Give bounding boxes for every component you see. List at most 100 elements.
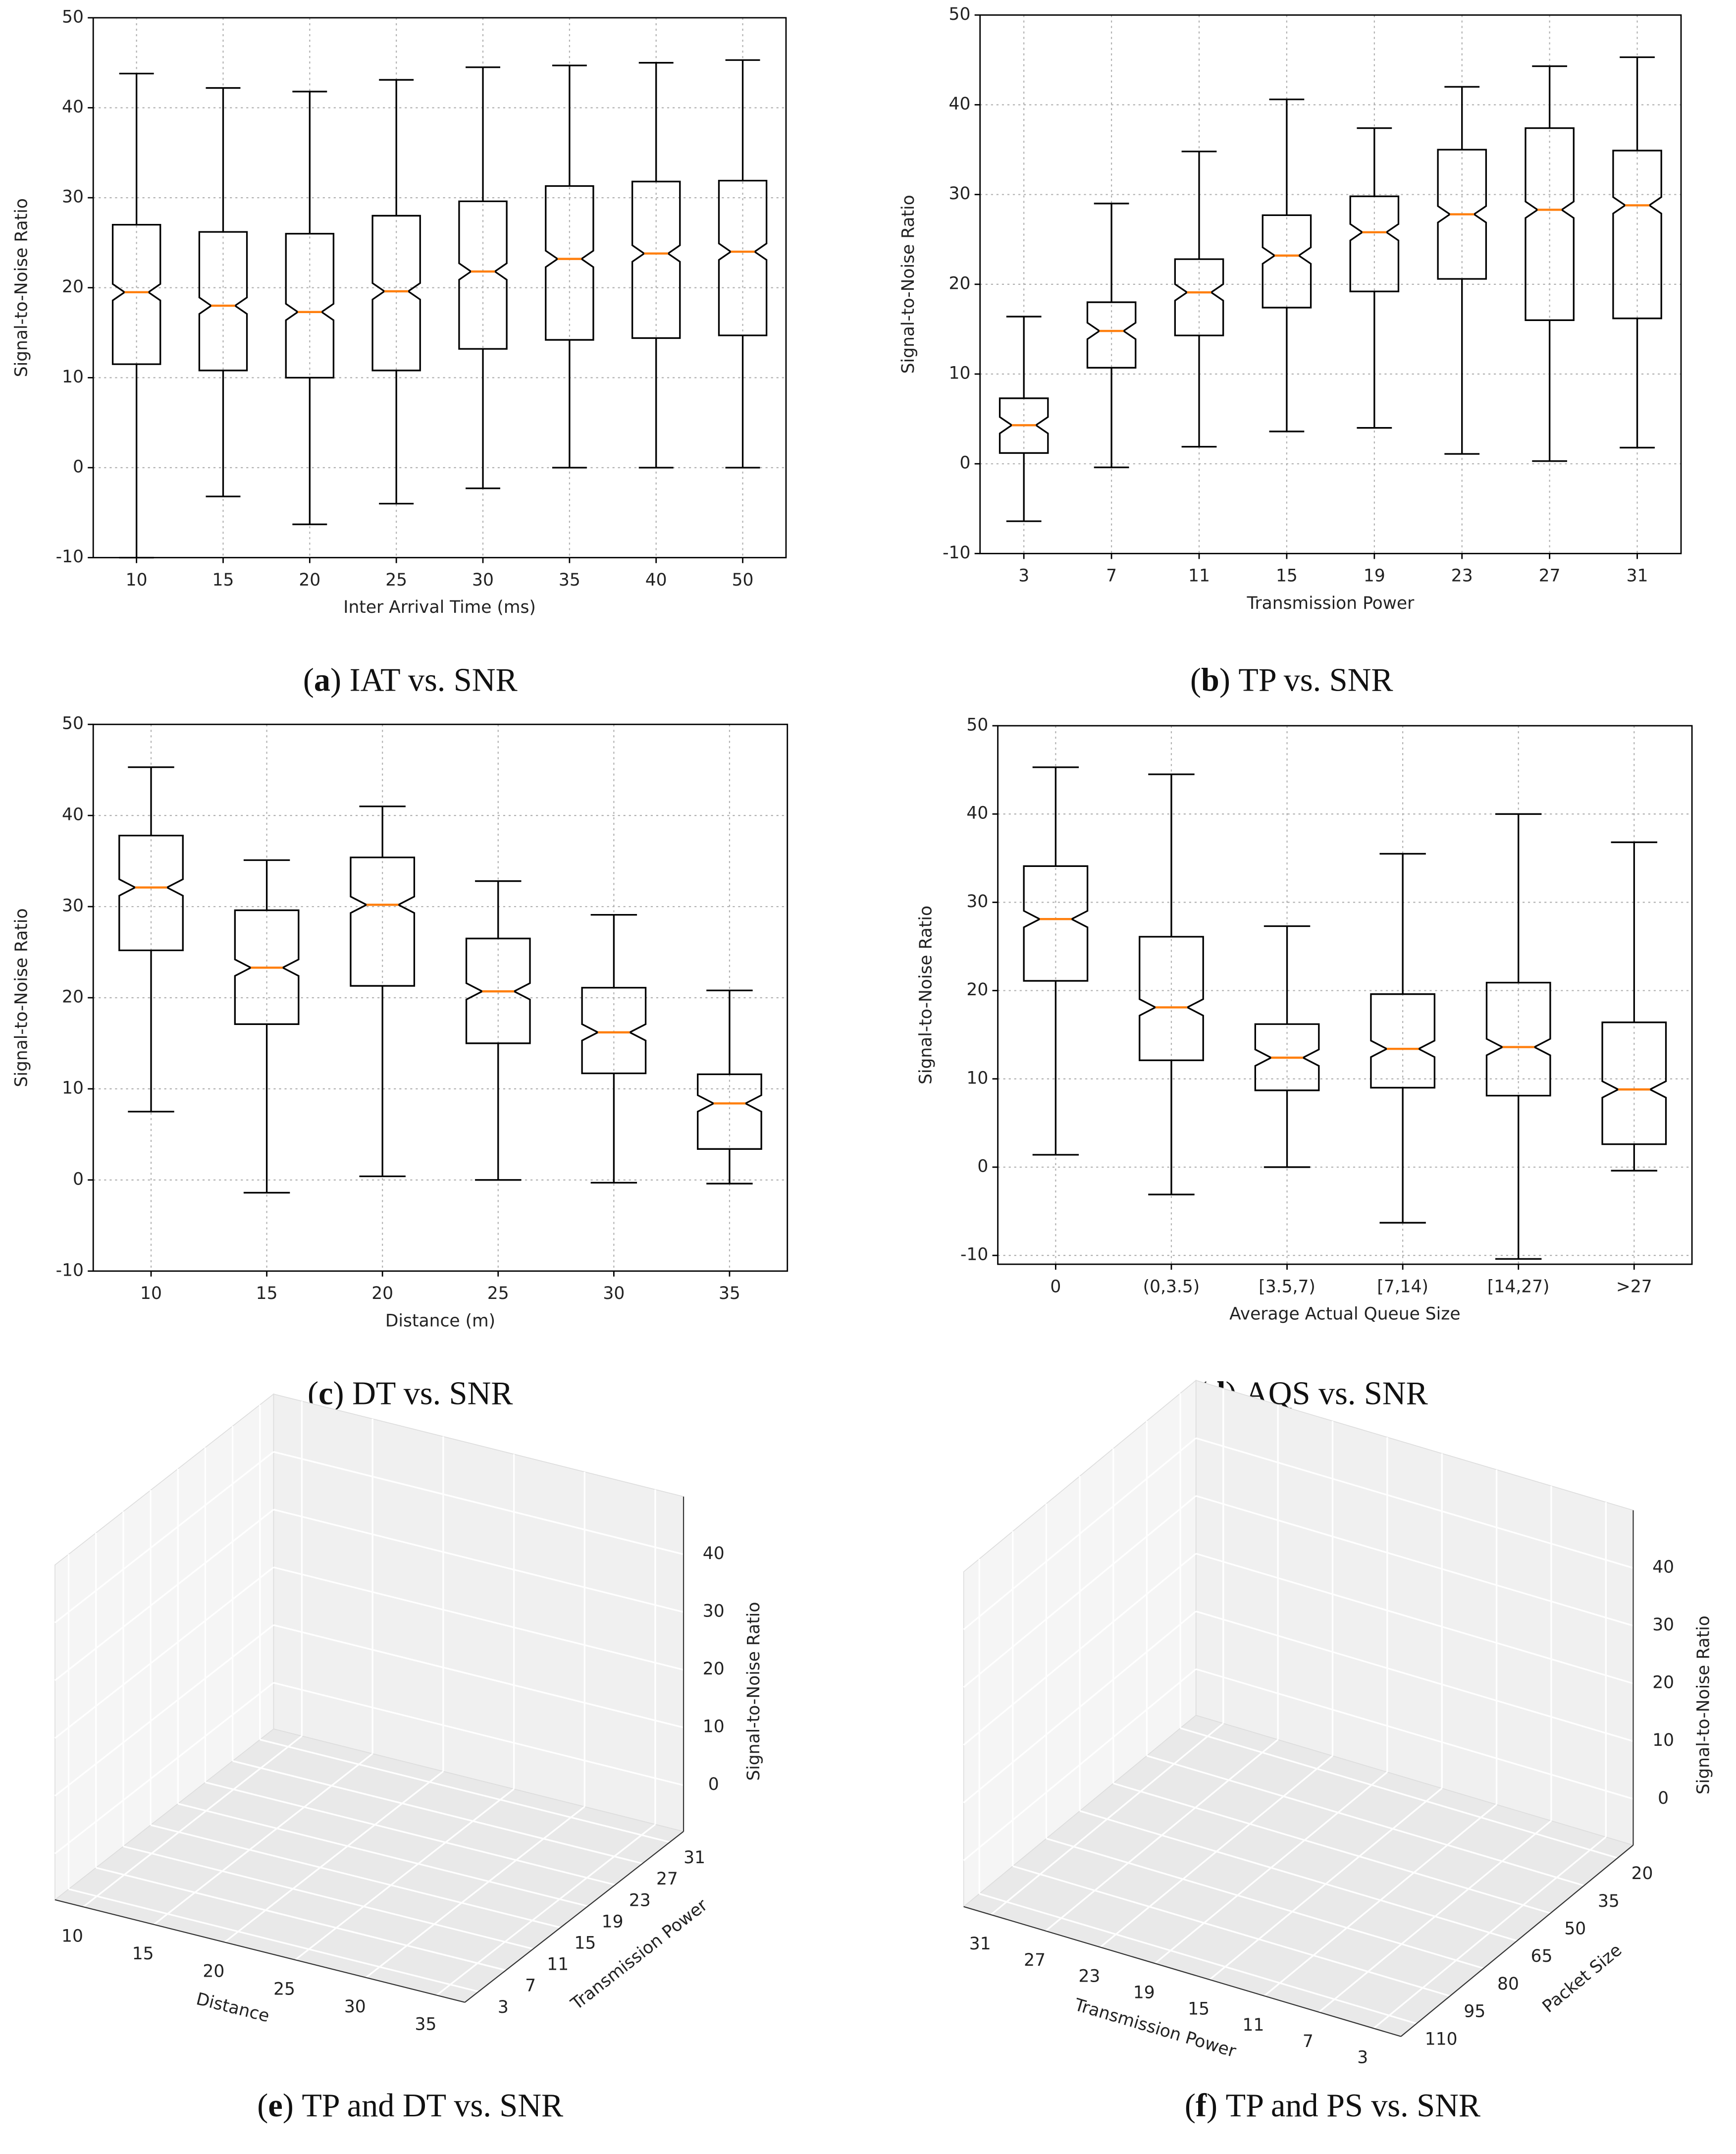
x-tick-label: 10 (126, 570, 148, 590)
box (718, 179, 768, 336)
grid-line (96, 1867, 506, 1971)
box (111, 223, 161, 365)
plot-frame (92, 17, 787, 559)
plot-frame (92, 723, 789, 1272)
grid-line (224, 1771, 444, 1943)
z-axis-label: Signal-to-Noise Ratio (1693, 1616, 1713, 1794)
y-tick-label: 23 (629, 1890, 651, 1910)
y-tick-label: 110 (1425, 2029, 1458, 2049)
x-tick-label: >27 (1616, 1277, 1652, 1296)
grid-line (1196, 1495, 1633, 1627)
caption-letter: f (1196, 2088, 1207, 2124)
grid-line (273, 1451, 684, 1556)
x-tick-label: 3 (1357, 2048, 1368, 2068)
y-tick-label: 11 (547, 1955, 569, 1975)
box (581, 987, 647, 1075)
grid-line (1196, 1668, 1633, 1800)
grid-line (295, 1788, 515, 1961)
grid-line (123, 1845, 533, 1950)
box (1525, 127, 1575, 321)
y-tick-label: -10 (943, 543, 970, 563)
box (118, 834, 184, 951)
grid-line (260, 1738, 670, 1843)
caption-paren: ( (308, 1376, 318, 1412)
z-tick-label: 30 (1652, 1615, 1674, 1635)
y-tick-label: 0 (959, 453, 970, 473)
x-tick-label: [3.5,7) (1259, 1277, 1315, 1296)
box (1370, 993, 1436, 1089)
y-tick-label: 30 (62, 896, 84, 916)
z-tick-label: 40 (1652, 1558, 1674, 1577)
box (1612, 150, 1662, 320)
caption-paren: ( (1185, 2088, 1196, 2124)
grid-line (177, 1803, 588, 1907)
x-tick-label: 35 (719, 1284, 740, 1303)
grid-line (232, 1760, 643, 1865)
grid-line (54, 1508, 274, 1681)
y-tick-label: -10 (56, 547, 84, 567)
grid-line (963, 1437, 1197, 1630)
x-tick-label: 23 (1079, 1967, 1101, 1987)
caption: (a) IAT vs. SNR (303, 662, 518, 699)
x-tick-label: 11 (1188, 566, 1210, 586)
grid-line (54, 1682, 274, 1854)
x-tick-label: 31 (1627, 566, 1648, 586)
grid-line (273, 1624, 684, 1728)
z-tick-label: 0 (1658, 1788, 1669, 1808)
x-tick-label: 23 (1451, 566, 1473, 586)
box (1437, 149, 1487, 280)
x-tick-label: 15 (256, 1284, 278, 1303)
box (1174, 258, 1224, 336)
y-tick-label: 40 (949, 94, 971, 114)
grid-line (979, 1893, 1417, 2025)
grid-line (273, 1566, 684, 1671)
z-tick-label: 0 (708, 1775, 719, 1794)
y-tick-label: 30 (62, 187, 84, 207)
y-tick-label: 35 (1598, 1891, 1620, 1911)
x-tick-label: 10 (61, 1926, 83, 1946)
caption-paren: ( (303, 662, 314, 699)
grid-line (963, 1495, 1197, 1688)
caption-text: TP and DT vs. SNR (302, 2088, 564, 2124)
x-tick-label: 15 (132, 1944, 154, 1964)
caption-paren: ) (333, 1376, 353, 1412)
caption: (c) DT vs. SNR (308, 1376, 513, 1412)
box (1349, 195, 1400, 292)
y-tick-label: 19 (602, 1912, 624, 1932)
y-tick-label: 0 (977, 1156, 988, 1176)
box (1023, 865, 1089, 982)
axis-line (963, 1906, 1401, 2037)
box (465, 937, 531, 1044)
grid-line (1012, 1865, 1451, 1997)
y-tick-label: 95 (1464, 2002, 1485, 2022)
x-tick-label: 19 (1364, 566, 1385, 586)
box (545, 185, 594, 341)
caption-letter: e (268, 2088, 282, 2124)
y-tick-label: 15 (574, 1933, 596, 1953)
x-tick-label: 27 (1539, 566, 1561, 586)
caption: (f) TP and PS vs. SNR (1185, 2088, 1481, 2124)
caption-paren: ) (1207, 2088, 1226, 2124)
grid-line (1196, 1553, 1633, 1684)
grid-line (1196, 1437, 1633, 1569)
grid-line (1146, 1755, 1584, 1886)
x-tick-label: 20 (299, 570, 320, 590)
box (285, 233, 335, 379)
y-axis-label: Signal-to-Noise Ratio (11, 198, 31, 377)
caption-text: IAT vs. SNR (350, 662, 518, 699)
x-tick-label: [14,27) (1487, 1277, 1550, 1296)
caption-paren: ( (257, 2088, 268, 2124)
axis-line (54, 1899, 465, 2003)
y-tick-label: 10 (949, 364, 971, 383)
grid-line (1079, 1810, 1518, 1942)
y-tick-label: 20 (62, 277, 84, 297)
x-tick-label: 10 (140, 1284, 162, 1303)
x-tick-label: 35 (559, 570, 580, 590)
caption-paren: ) (283, 2088, 302, 2124)
x-axis-label: Distance (m) (385, 1311, 495, 1331)
x-tick-label: 11 (1243, 2015, 1264, 2035)
x-tick-label: (0,3.5) (1143, 1277, 1200, 1296)
x-tick-label: 20 (203, 1962, 224, 1982)
y-axis-label: Signal-to-Noise Ratio (916, 906, 936, 1084)
x-tick-label: 30 (472, 570, 494, 590)
